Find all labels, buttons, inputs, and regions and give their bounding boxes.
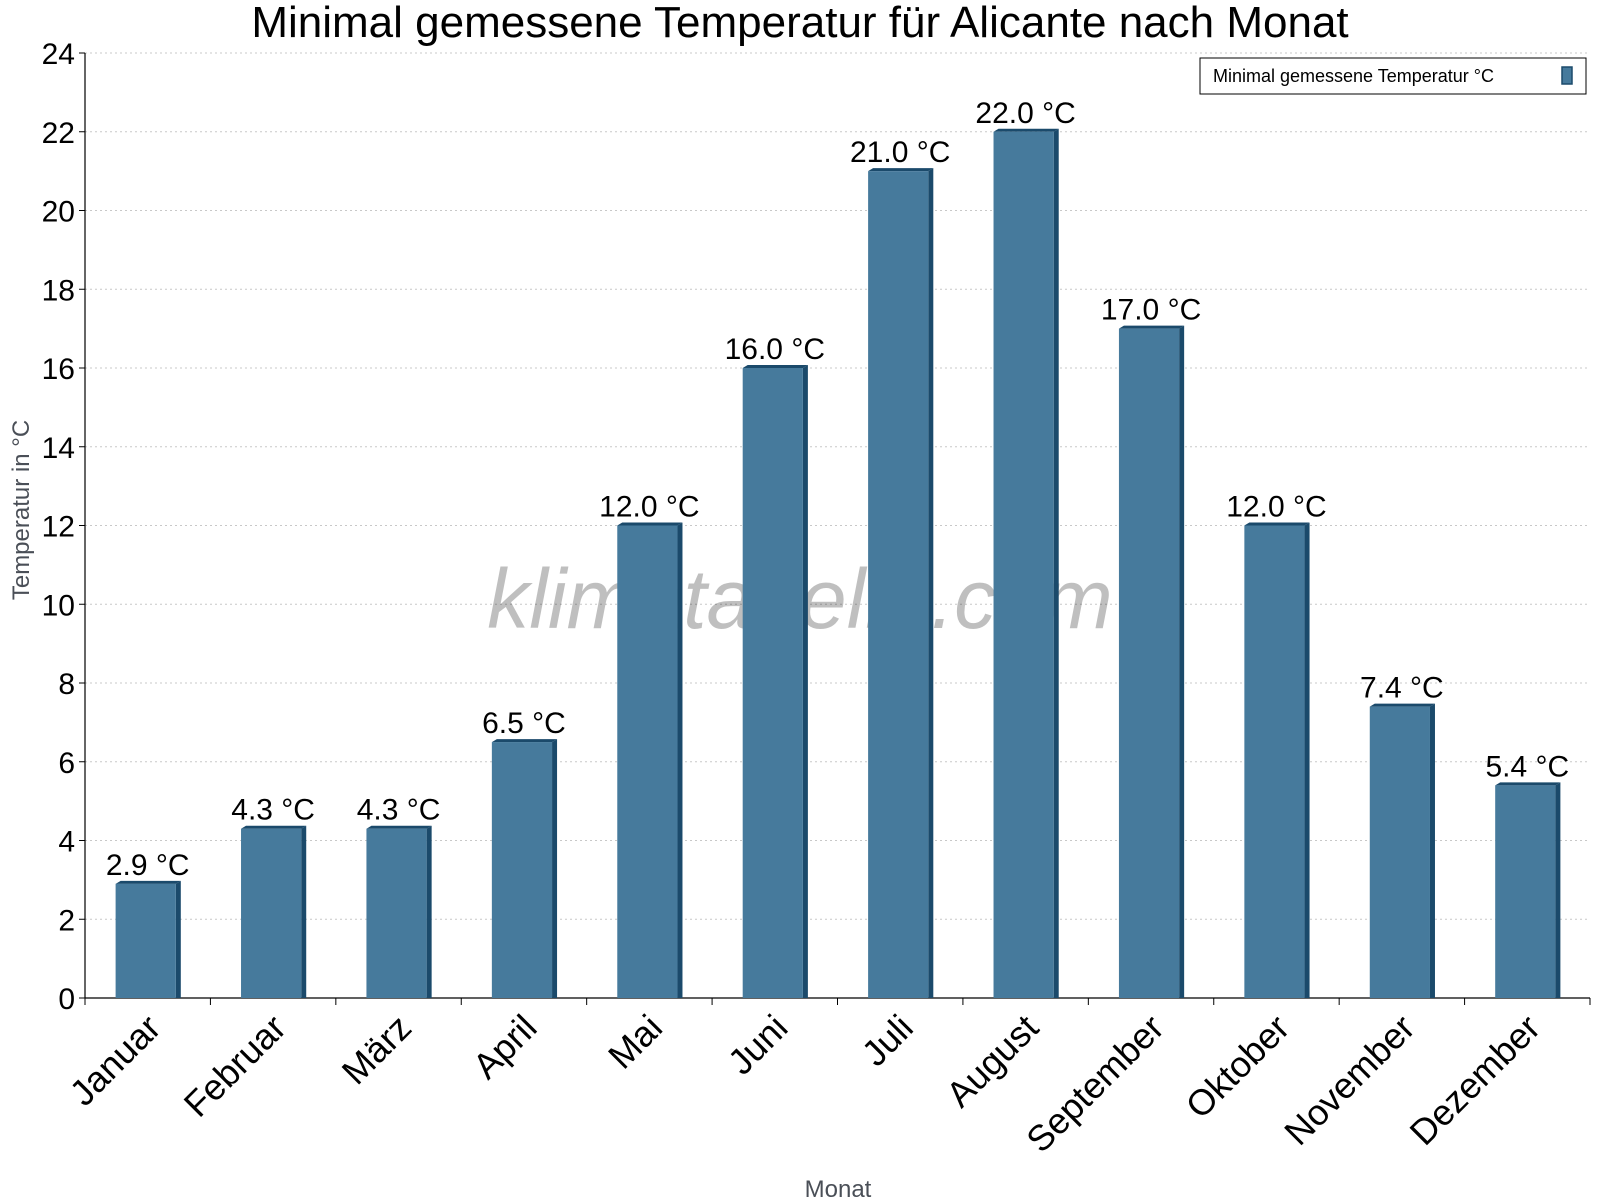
bar-april[interactable] <box>491 739 558 998</box>
y-tick-label: 8 <box>58 668 75 701</box>
x-category-label: April <box>465 1007 545 1087</box>
bar-januar[interactable] <box>115 880 181 998</box>
x-category-label: Februar <box>176 1007 294 1125</box>
bar-side <box>928 168 934 998</box>
bar-face <box>617 525 678 998</box>
bar-november[interactable] <box>1369 703 1435 998</box>
data-label: 2.9 °C <box>106 849 190 882</box>
chart-title: Minimal gemessene Temperatur für Alicant… <box>251 0 1348 47</box>
bar-juni[interactable] <box>742 365 808 998</box>
x-category-label: September <box>1018 1007 1172 1161</box>
x-category-label: Dezember <box>1402 1007 1548 1153</box>
data-label: 4.3 °C <box>357 794 441 827</box>
x-category-label: Mai <box>600 1007 670 1077</box>
bar-juli[interactable] <box>868 168 934 998</box>
y-tick-label: 2 <box>58 904 75 937</box>
data-label: 21.0 °C <box>850 136 950 169</box>
bar-face <box>1244 525 1305 998</box>
gridlines <box>85 52 1590 920</box>
y-tick-label: 6 <box>58 747 75 780</box>
bar-top <box>1118 325 1185 329</box>
bar-top <box>742 365 808 368</box>
data-label: 7.4 °C <box>1360 672 1444 705</box>
bar-top <box>366 825 432 829</box>
bar-face <box>1495 785 1556 998</box>
bar-top <box>1369 703 1435 707</box>
y-axis-title: Temperatur in °C <box>8 420 35 600</box>
x-category-label: November <box>1276 1007 1422 1153</box>
bar-top <box>115 880 181 884</box>
y-tick-label: 12 <box>42 511 75 544</box>
data-label: 6.5 °C <box>482 707 566 740</box>
bar-face <box>993 131 1054 998</box>
bar-face <box>115 883 176 998</box>
bar-side <box>802 365 808 998</box>
data-label: 12.0 °C <box>1226 491 1326 524</box>
bar-mai[interactable] <box>617 522 683 999</box>
legend[interactable]: Minimal gemessene Temperatur °C <box>1199 57 1587 95</box>
x-category-label: Juli <box>854 1007 921 1074</box>
y-tick-label: 20 <box>42 196 75 229</box>
bar-februar[interactable] <box>241 825 307 998</box>
bar-top <box>1244 522 1310 526</box>
y-tick-label: 16 <box>42 353 75 386</box>
bar-face <box>241 828 302 998</box>
bar-side <box>1555 782 1561 998</box>
y-tick-label: 0 <box>58 983 75 1016</box>
bar-august[interactable] <box>993 128 1059 998</box>
bar-face <box>366 828 427 998</box>
bar-dezember[interactable] <box>1495 782 1561 998</box>
bar-top <box>1495 782 1561 786</box>
x-axis-title: Monat <box>805 1176 872 1200</box>
bar-top <box>868 168 934 172</box>
legend-swatch <box>1561 66 1573 85</box>
data-label: 22.0 °C <box>975 97 1075 130</box>
bar-top <box>617 522 683 526</box>
bar-side <box>1053 128 1059 998</box>
bar-top <box>993 128 1059 132</box>
data-label: 12.0 °C <box>599 491 699 524</box>
legend-label: Minimal gemessene Temperatur °C <box>1213 66 1494 86</box>
bar-märz[interactable] <box>366 825 432 998</box>
data-label: 5.4 °C <box>1485 750 1569 783</box>
bar-oktober[interactable] <box>1244 522 1310 999</box>
x-category-label: Oktober <box>1178 1007 1298 1127</box>
y-tick-label: 10 <box>42 589 75 622</box>
bar-face <box>742 368 803 998</box>
bar-september[interactable] <box>1118 325 1185 998</box>
bar-face <box>491 742 553 998</box>
bar-side <box>552 739 558 998</box>
bar-face <box>1118 328 1180 998</box>
x-category-label: Januar <box>62 1007 169 1114</box>
y-tick-label: 14 <box>42 432 75 465</box>
bar-side <box>175 880 181 998</box>
x-category-label: Juni <box>720 1007 796 1083</box>
y-tick-label: 24 <box>42 38 75 71</box>
legend-box <box>1199 57 1587 95</box>
bar-side <box>1429 703 1435 998</box>
y-tick-label: 4 <box>58 826 75 859</box>
bar-face <box>1369 706 1430 998</box>
data-label: 17.0 °C <box>1101 294 1201 327</box>
bar-side <box>1304 522 1310 998</box>
bar-side <box>1179 325 1185 998</box>
bar-side <box>677 522 683 998</box>
x-axis-ticks: Januar Februar März April Mai Juni Juli AugustS… <box>62 998 1591 1161</box>
data-labels: 2.9 °C 4.3 °C 4.3 °C 6.5 °C 12.0 °C 16.0 °C 21… <box>106 97 1569 882</box>
data-label: 16.0 °C <box>725 333 825 366</box>
x-category-label: März <box>334 1007 420 1093</box>
bars <box>115 128 1561 999</box>
bar-side <box>301 825 307 998</box>
bar-face <box>868 171 929 998</box>
bar-side <box>426 825 432 998</box>
data-label: 4.3 °C <box>231 794 315 827</box>
bar-top <box>241 825 307 829</box>
x-category-label: August <box>938 1007 1046 1115</box>
y-tick-label: 22 <box>42 117 75 150</box>
y-tick-label: 18 <box>42 274 75 307</box>
bar-top <box>491 739 558 743</box>
